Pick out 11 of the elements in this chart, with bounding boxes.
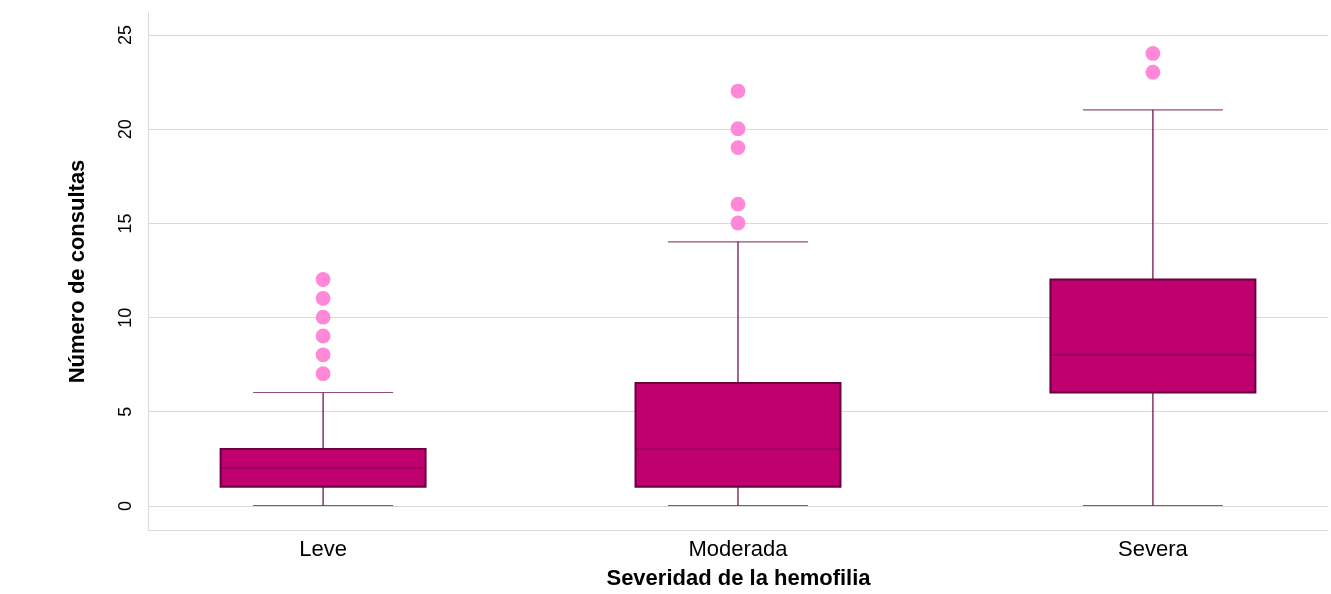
y-tick-label: 25 [114,25,135,46]
x-tick-label: Leve [299,535,347,561]
y-tick-label: 20 [114,119,135,140]
y-tick-label: 15 [114,213,135,234]
y-tick-label: 10 [114,307,135,328]
y-tick-label: 0 [114,501,135,512]
x-tick-label: Severa [1118,535,1189,561]
y-axis-title: Número de consultas [63,159,89,384]
y-tick-label: 5 [114,406,135,417]
x-tick-label: Moderada [688,535,789,561]
x-axis-title: Severidad de la hemofilia [606,564,872,590]
